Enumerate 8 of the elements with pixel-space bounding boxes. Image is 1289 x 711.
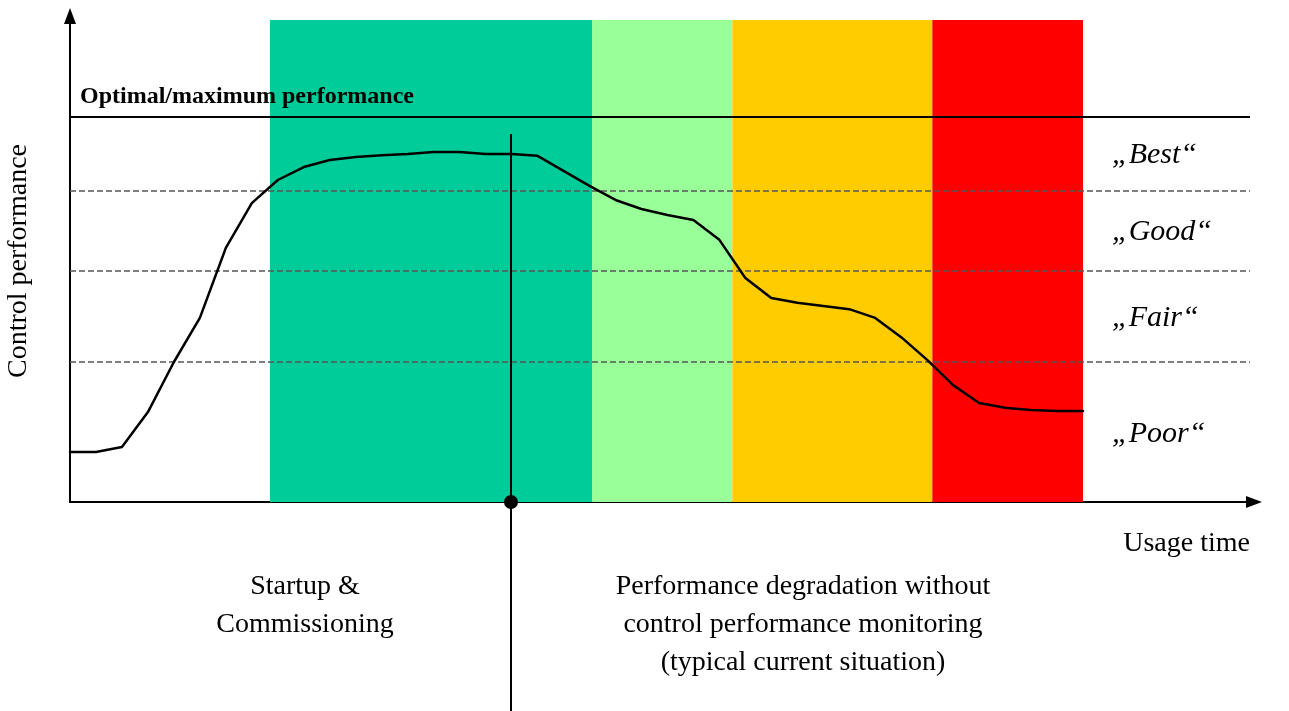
x-axis-title: Usage time [1123,525,1250,557]
y-axis-title: Control performance [0,143,32,379]
text: Startup & Commissioning [216,568,394,638]
text: „Best“ [1112,136,1198,170]
text: Performance degradation without control performance monitoring (typical current situation) [615,568,991,676]
text: „Good“ [1112,212,1213,246]
text: „Poor“ [1112,415,1206,449]
text: „Fair“ [1112,299,1199,332]
